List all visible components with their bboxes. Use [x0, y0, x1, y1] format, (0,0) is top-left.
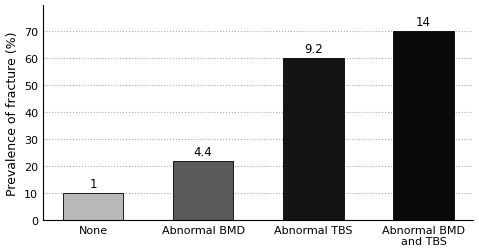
Bar: [283, 59, 343, 220]
Text: 1: 1: [89, 177, 97, 190]
Bar: [63, 193, 123, 220]
Bar: [393, 32, 454, 220]
Bar: [173, 161, 233, 220]
Text: 14: 14: [416, 16, 431, 29]
Text: 9.2: 9.2: [304, 43, 323, 56]
Text: 4.4: 4.4: [194, 145, 213, 158]
Y-axis label: Prevalence of fracture (%): Prevalence of fracture (%): [6, 31, 19, 195]
